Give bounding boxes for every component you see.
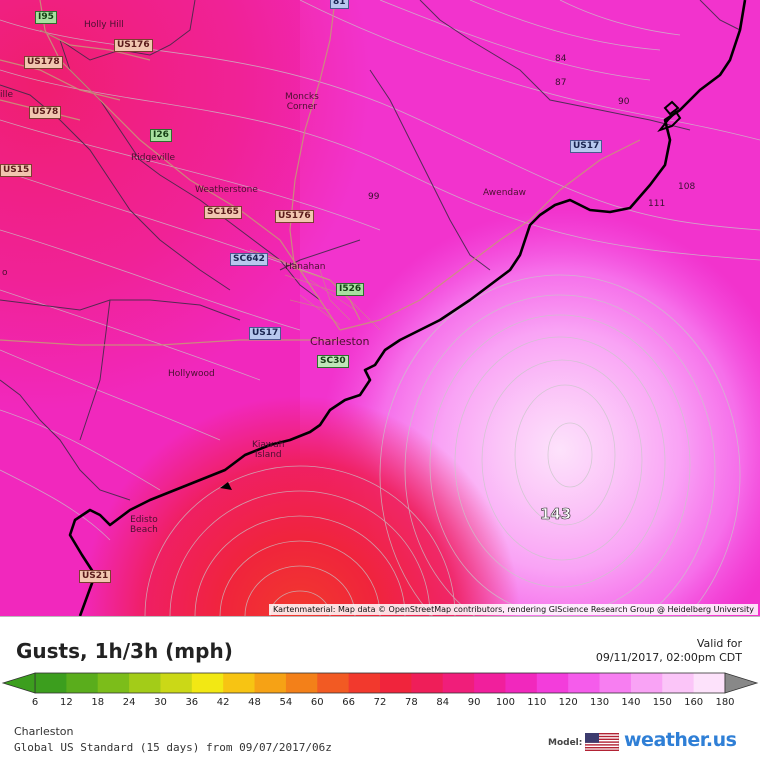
valid-for-label: Valid for [696, 637, 742, 650]
contour-label-84: 84 [555, 54, 567, 64]
shield-i526: I526 [336, 283, 365, 296]
shield-us176-south: US176 [275, 210, 314, 223]
scale-cell [380, 673, 412, 693]
product-title: Gusts, 1h/3h (mph) [16, 639, 233, 663]
shield-us178: US178 [24, 56, 63, 69]
contour-label-87: 87 [555, 78, 567, 88]
scale-tick-label: 6 [31, 697, 39, 708]
scale-arrow-right [724, 672, 759, 694]
scale-cell [348, 673, 381, 693]
scale-tick-label: 18 [91, 697, 105, 708]
gust-field [0, 0, 760, 616]
model-run: Global US Standard (15 days) from 09/07/… [14, 741, 332, 754]
scale-tick-label: 54 [279, 697, 293, 708]
shield-us21: US21 [79, 570, 112, 583]
contour-label-99: 99 [368, 192, 380, 202]
county-borders [0, 0, 741, 501]
shield-i95: I95 [35, 11, 57, 24]
scale-tick-label: 78 [404, 697, 418, 708]
scale-cell [66, 673, 99, 693]
scale-tick-label: 150 [652, 697, 672, 708]
shield-sc30: SC30 [317, 355, 349, 368]
scale-cell [662, 673, 695, 693]
weather-us-logo[interactable]: weather.us [624, 729, 737, 751]
town-weatherstone: Weatherstone [195, 185, 258, 195]
scale-cell [191, 673, 224, 693]
location-name: Charleston [14, 725, 74, 738]
scale-cell [693, 673, 726, 693]
contour-label-108: 108 [678, 182, 696, 192]
scale-tick-label: 110 [527, 697, 547, 708]
valid-time: 09/11/2017, 02:00pm CDT [595, 651, 742, 664]
scale-tick-label: 60 [310, 697, 324, 708]
shield-us17-east: US17 [570, 140, 603, 153]
scale-cell [97, 673, 130, 693]
coastline [68, 0, 747, 616]
scale-cell [599, 673, 632, 693]
scale-cell [411, 673, 444, 693]
shield-us176-north: US176 [114, 39, 153, 52]
us-flag-icon [585, 733, 619, 751]
scale-tick-label: 140 [621, 697, 641, 708]
scale-tick-label: 130 [589, 697, 610, 708]
scale-cell [442, 673, 475, 693]
scale-tick-label: 180 [715, 697, 735, 708]
town-moncks-corner: Moncks Corner [285, 92, 319, 112]
scale-cell [568, 673, 601, 693]
scale-cell [317, 673, 350, 693]
shield-us15: US15 [0, 164, 33, 177]
scale-cell [505, 673, 538, 693]
gust-map[interactable]: Holly Hill Moncks Corner Ridgeville Weat… [0, 0, 760, 616]
scale-tick-label: 30 [154, 697, 167, 708]
scale-cell [285, 673, 318, 693]
contour-label-111: 111 [648, 199, 666, 209]
scale-tick-label: 48 [248, 697, 261, 708]
scale-tick-label: 36 [185, 697, 199, 708]
scale-cell [474, 673, 506, 693]
shield-i26: I26 [150, 129, 172, 142]
contour-label-90: 90 [618, 97, 630, 107]
scale-cell [35, 673, 67, 693]
town-charleston: Charleston [310, 335, 370, 348]
scale-cell [254, 673, 287, 693]
cape-romain-islands [657, 100, 682, 133]
town-edisto-beach: Edisto Beach [130, 515, 158, 535]
scale-cell [630, 673, 663, 693]
map-attribution: Kartenmaterial: Map data © OpenStreetMap… [268, 604, 758, 615]
legend-panel: Gusts, 1h/3h (mph) Valid for 09/11/2017,… [0, 616, 760, 761]
scale-tick-label: 100 [495, 697, 515, 708]
town-partial-left-2: o [2, 268, 8, 278]
scale-cell [129, 673, 161, 693]
scale-arrow-left [1, 672, 36, 694]
model-label: Model: [548, 738, 583, 748]
scale-tick-label: 90 [467, 697, 481, 708]
scale-tick-label: 160 [684, 697, 704, 708]
town-hanahan: Hanahan [285, 262, 326, 272]
town-ridgeville: Ridgeville [131, 153, 176, 163]
town-holly-hill: Holly Hill [84, 20, 124, 30]
max-gust-label: 143 [540, 505, 572, 524]
scale-tick-label: 24 [122, 697, 136, 708]
scale-tick-label: 42 [216, 697, 230, 708]
seabrook-island [220, 482, 232, 490]
town-partial-left: ille [0, 90, 14, 100]
shield-us17-west: US17 [249, 327, 282, 340]
town-awendaw: Awendaw [483, 188, 526, 198]
shield-us78: US78 [29, 106, 62, 119]
scale-cell [223, 673, 256, 693]
scale-tick-label: 120 [558, 697, 578, 708]
scale-tick-label: 84 [436, 697, 450, 708]
scale-cell [160, 673, 193, 693]
color-scale [1, 672, 759, 694]
scale-tick-label: 12 [59, 697, 73, 708]
scale-cell [536, 673, 569, 693]
town-hollywood: Hollywood [168, 369, 215, 379]
shield-sc642: SC642 [230, 253, 268, 266]
isotach-lines [0, 0, 760, 616]
shield-top-81: 81 [330, 0, 349, 9]
town-kiawah-island: Kiawah Island [252, 440, 285, 460]
shield-sc165: SC165 [204, 206, 242, 219]
scale-tick-label: 72 [373, 697, 387, 708]
scale-tick-label: 66 [342, 697, 355, 708]
